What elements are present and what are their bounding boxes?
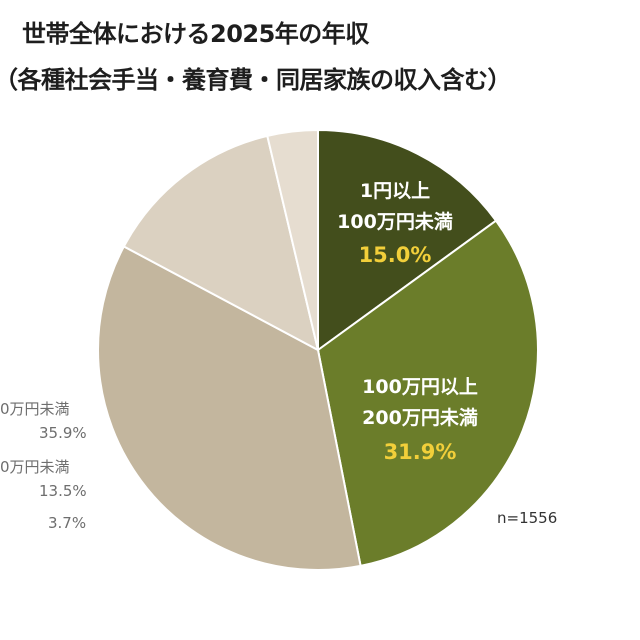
pie-slice-3 bbox=[97, 245, 362, 571]
slice-label-1-category-line-2: 100万円未満 bbox=[337, 210, 453, 233]
slice-label-2-category-line-1: 100万円以上 bbox=[362, 376, 478, 398]
slice-label-3-value: 35.9% bbox=[39, 424, 87, 442]
slice-label-4-value: 13.5% bbox=[39, 482, 87, 500]
slice-label-2-category-line-2: 200万円未満 bbox=[362, 406, 478, 429]
pie-slice-5 bbox=[266, 128, 319, 351]
slice-label-1-category-line-1: 1円以上 bbox=[360, 180, 430, 202]
slice-label-3-category: 0万円未満 bbox=[0, 400, 70, 418]
slice-label-1-value: 15.0% bbox=[359, 243, 432, 267]
pie-slice-4 bbox=[122, 134, 320, 352]
slice-label-4-category: 0万円未満 bbox=[0, 458, 70, 476]
title-line-1: 世帯全体における2025年の年収 bbox=[22, 20, 369, 48]
slice-label-5-value: 3.7% bbox=[48, 514, 87, 532]
sample-size: n=1556 bbox=[497, 509, 558, 527]
title-line-2: （各種社会手当・養育費・同居家族の収入含む） bbox=[0, 66, 512, 94]
pie-slice-2 bbox=[316, 219, 539, 568]
slice-label-2-value: 31.9% bbox=[384, 440, 457, 464]
pie-slice-1 bbox=[317, 128, 498, 352]
